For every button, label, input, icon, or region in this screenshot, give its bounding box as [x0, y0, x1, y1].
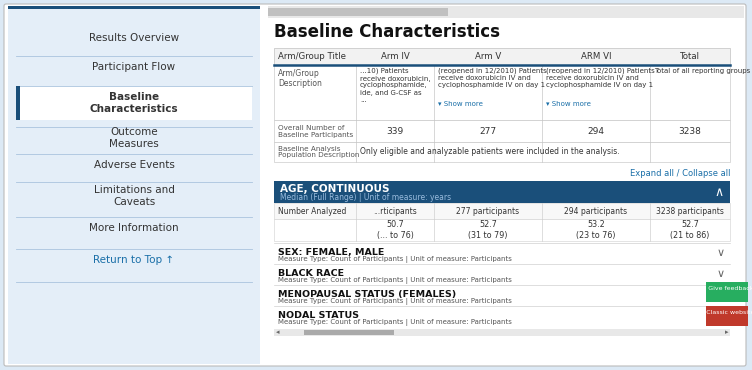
Bar: [274, 142, 730, 162]
Text: Arm IV: Arm IV: [381, 52, 409, 61]
Text: Participant Flow: Participant Flow: [92, 62, 175, 72]
Text: Only eligible and analyzable patients were included in the analysis.: Only eligible and analyzable patients we…: [360, 148, 620, 157]
Text: Total: Total: [680, 52, 700, 61]
Text: ∨: ∨: [717, 311, 725, 321]
Text: Median (Full Range) | Unit of measure: years: Median (Full Range) | Unit of measure: y…: [280, 194, 451, 202]
Text: ▾ Show more: ▾ Show more: [546, 101, 591, 107]
Text: Baseline
Characteristics: Baseline Characteristics: [89, 92, 178, 114]
Bar: [274, 219, 730, 241]
Text: ◂: ◂: [276, 330, 280, 336]
Bar: [304, 330, 394, 335]
Text: 339: 339: [387, 127, 404, 135]
Text: ← Classic website: ← Classic website: [699, 309, 752, 314]
Bar: [274, 329, 730, 336]
Text: Measure Type: Count of Participants | Unit of measure: Participants: Measure Type: Count of Participants | Un…: [278, 319, 512, 326]
Text: Baseline Analysis
Population Description: Baseline Analysis Population Description: [278, 145, 359, 158]
Text: 50.7
(... to 76): 50.7 (... to 76): [377, 220, 414, 240]
Text: 277 participants: 277 participants: [456, 206, 520, 215]
Bar: [16, 86, 20, 120]
Bar: [274, 181, 730, 203]
Text: 3238 participants: 3238 participants: [656, 206, 724, 215]
Text: 53.2
(23 to 76): 53.2 (23 to 76): [576, 220, 616, 240]
Bar: [274, 48, 730, 65]
Text: ∨: ∨: [717, 248, 725, 258]
Text: Adverse Events: Adverse Events: [93, 160, 174, 170]
Text: ...10) Patients
receive doxorubicin,
cyclophosphamide,
ide, and G-CSF as
...: ...10) Patients receive doxorubicin, cyc…: [360, 68, 431, 102]
Text: Results Overview: Results Overview: [89, 33, 179, 43]
Text: MENOPAUSAL STATUS (FEMALES): MENOPAUSAL STATUS (FEMALES): [278, 290, 456, 299]
Bar: [274, 203, 730, 219]
Text: Arm/Group Title: Arm/Group Title: [278, 52, 346, 61]
Bar: [8, 6, 260, 9]
Text: ∧: ∧: [715, 185, 724, 198]
Text: ...rticipants: ...rticipants: [373, 206, 417, 215]
Text: 3238: 3238: [678, 127, 702, 135]
Text: 52.7
(31 to 79): 52.7 (31 to 79): [468, 220, 508, 240]
Bar: [8, 9, 260, 364]
Bar: [274, 65, 730, 120]
Text: ▸: ▸: [724, 330, 728, 336]
Text: AGE, CONTINUOUS: AGE, CONTINUOUS: [280, 184, 390, 194]
Text: 52.7
(21 to 86): 52.7 (21 to 86): [670, 220, 710, 240]
Bar: [16, 86, 252, 120]
Text: Measure Type: Count of Participants | Unit of measure: Participants: Measure Type: Count of Participants | Un…: [278, 256, 512, 263]
Text: ∨: ∨: [717, 269, 725, 279]
Text: ARM VI: ARM VI: [581, 52, 611, 61]
Text: Baseline Characteristics: Baseline Characteristics: [274, 23, 500, 41]
Text: ✓ Give feedback: ✓ Give feedback: [701, 286, 752, 290]
Text: Outcome
Measures: Outcome Measures: [109, 127, 159, 149]
Text: Arm V: Arm V: [475, 52, 501, 61]
Text: BLACK RACE: BLACK RACE: [278, 269, 344, 278]
Text: Arm/Group
Description: Arm/Group Description: [278, 69, 322, 88]
Text: More Information: More Information: [89, 223, 179, 233]
FancyBboxPatch shape: [4, 4, 746, 366]
Text: (reopened in 12/2010) Patients
receive doxorubicin IV and
cyclophosphamide IV on: (reopened in 12/2010) Patients receive d…: [438, 68, 547, 88]
Bar: [274, 120, 730, 142]
Text: 277: 277: [480, 127, 496, 135]
Text: Measure Type: Count of Participants | Unit of measure: Participants: Measure Type: Count of Participants | Un…: [278, 277, 512, 284]
FancyBboxPatch shape: [706, 282, 748, 302]
Text: NODAL STATUS: NODAL STATUS: [278, 311, 359, 320]
Text: Total of all reporting groups: Total of all reporting groups: [654, 68, 750, 74]
Text: Return to Top ↑: Return to Top ↑: [93, 255, 174, 265]
Text: SEX: FEMALE, MALE: SEX: FEMALE, MALE: [278, 248, 384, 257]
FancyBboxPatch shape: [706, 306, 748, 326]
Text: 294 participants: 294 participants: [565, 206, 628, 215]
Text: 294: 294: [587, 127, 605, 135]
Text: Overall Number of
Baseline Participants: Overall Number of Baseline Participants: [278, 124, 353, 138]
Text: Expand all / Collapse all: Expand all / Collapse all: [629, 169, 730, 178]
Bar: [268, 6, 744, 18]
Bar: [268, 8, 448, 16]
Text: Number Analyzed: Number Analyzed: [278, 206, 347, 215]
Text: Limitations and
Caveats: Limitations and Caveats: [93, 185, 174, 207]
Text: ▾ Show more: ▾ Show more: [438, 101, 483, 107]
Text: ∨: ∨: [717, 290, 725, 300]
Text: Measure Type: Count of Participants | Unit of measure: Participants: Measure Type: Count of Participants | Un…: [278, 298, 512, 305]
Text: (reopened in 12/2010) Patients
receive doxorubicin IV and
cyclophosphamide IV on: (reopened in 12/2010) Patients receive d…: [546, 68, 655, 88]
